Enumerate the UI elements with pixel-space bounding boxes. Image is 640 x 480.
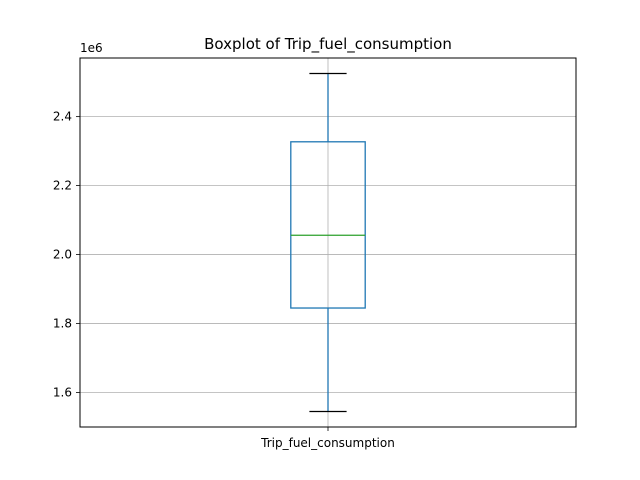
x-tick-label: Trip_fuel_consumption (260, 436, 395, 450)
chart-title: Boxplot of Trip_fuel_consumption (204, 35, 452, 54)
tick-layer: 1.6 1.8 2.0 2.2 2.4 Trip_fuel_consumption (53, 110, 395, 450)
y-tick-label: 2.0 (53, 248, 72, 262)
box-layer (290, 72, 366, 413)
box-iqr (290, 141, 366, 309)
y-tick-label: 2.2 (53, 179, 72, 193)
y-tick-label: 1.6 (53, 386, 72, 400)
y-tick-label: 2.4 (53, 110, 72, 124)
y-tick-label: 1.8 (53, 317, 72, 331)
y-axis-offset-label: 1e6 (80, 41, 103, 55)
